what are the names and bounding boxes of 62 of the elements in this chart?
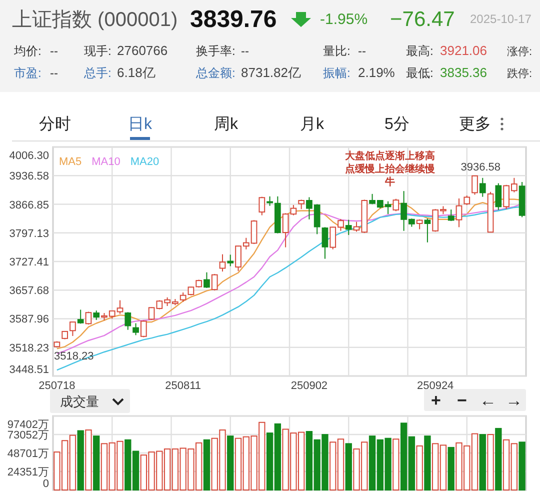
text: 成交量 — [60, 394, 99, 409]
text: 更多 — [459, 115, 491, 133]
text: -- — [241, 44, 249, 58]
text: + — [431, 391, 442, 410]
text: −76.47 — [390, 8, 455, 31]
text: MA10 — [92, 156, 120, 168]
x-tick-label: 250924 — [416, 380, 454, 392]
text: 2025-10-17 — [470, 12, 532, 26]
y-tick-label: 3587.96 — [9, 314, 49, 326]
text: 涨停: — [507, 46, 532, 58]
text: MA20 — [130, 156, 160, 168]
text: -- — [50, 44, 58, 58]
text: 最低: — [406, 66, 434, 80]
text: 上证指数 (000001) — [12, 9, 178, 31]
text: 换手率: — [196, 44, 236, 58]
annotation: 3518.23 — [54, 350, 94, 362]
y-tick-label: 3727.41 — [9, 256, 49, 268]
text: 分时 — [39, 115, 71, 133]
y-tick-label: 3797.13 — [9, 228, 49, 240]
x-tick-label: 250811 — [165, 380, 202, 392]
text: 周k — [214, 116, 239, 133]
text: 5分 — [384, 116, 410, 133]
text: -- — [50, 66, 58, 80]
y-tick-label: 3518.23 — [9, 342, 49, 354]
text: -1.95% — [320, 11, 368, 28]
text: − — [457, 391, 468, 410]
text: 6.18亿 — [117, 65, 156, 80]
x-tick-label: 250902 — [290, 380, 328, 392]
text: 量比: — [323, 44, 350, 58]
text: 月k — [300, 116, 325, 133]
text: 市盈: — [14, 66, 42, 80]
text: 振幅: — [323, 66, 350, 80]
y-tick-label: 73052万 — [7, 430, 49, 442]
annotation: 大盘低点逐渐上移高点缓慢上抬会继续慢牛 — [344, 150, 435, 188]
y-tick-label: 24351万 — [7, 466, 49, 478]
text: 跌停: — [507, 68, 532, 80]
text: 2.19% — [358, 65, 396, 80]
y-tick-label: 3936.58 — [9, 170, 49, 183]
text: -- — [358, 44, 366, 58]
text: 现手: — [84, 44, 112, 58]
text: ← — [480, 391, 496, 410]
text: 3835.36 — [440, 65, 487, 80]
y-tick-label: 3866.85 — [9, 199, 49, 212]
y-tick-label: 4006.30 — [9, 150, 49, 162]
y-tick-label: 97402万 — [7, 419, 49, 431]
text: MA5 — [59, 156, 82, 168]
text: 总手: — [83, 66, 112, 80]
text: 8731.82亿 — [241, 65, 301, 80]
text: → — [506, 391, 522, 410]
y-tick-label: 0 — [42, 478, 49, 490]
annotation: 3936.58 — [460, 162, 501, 174]
text: 3839.76 — [190, 6, 277, 33]
text: 2760766 — [117, 43, 168, 58]
text: 最高: — [406, 44, 434, 58]
text: 总金额: — [195, 66, 236, 80]
text: 日k — [128, 116, 153, 133]
y-tick-label: 48701万 — [7, 448, 49, 460]
text: 3921.06 — [440, 43, 487, 58]
y-tick-label: 3448.51 — [9, 364, 49, 376]
y-tick-label: 3657.68 — [9, 285, 49, 298]
x-tick-label: 250718 — [38, 380, 76, 392]
text: 均价: — [13, 44, 42, 58]
